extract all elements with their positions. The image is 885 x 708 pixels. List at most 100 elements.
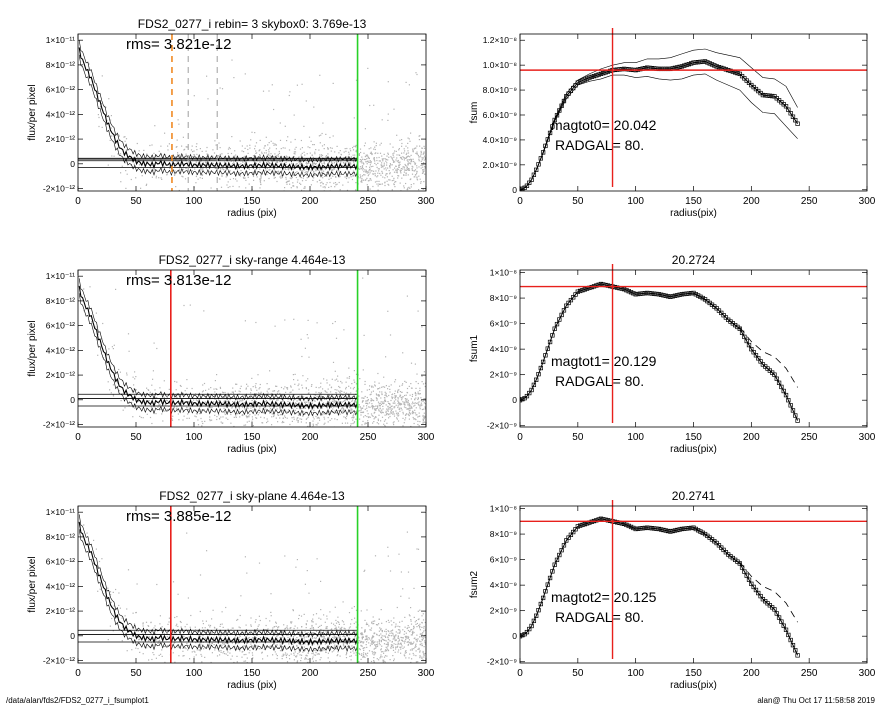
scatter-point — [297, 631, 299, 633]
scatter-point — [397, 641, 399, 643]
scatter-point — [268, 163, 270, 165]
scatter-point — [424, 157, 426, 159]
growth-curve-marker — [645, 290, 650, 296]
magnitude-annotation: magtot1= 20.129 — [551, 353, 657, 369]
scatter-point — [340, 161, 342, 163]
scatter-point — [321, 171, 323, 173]
scatter-point — [378, 423, 380, 425]
scatter-point — [378, 623, 380, 625]
scatter-point — [361, 391, 363, 393]
scatter-point — [172, 632, 174, 634]
scatter-point — [345, 393, 347, 395]
scatter-point — [333, 182, 335, 184]
scatter-point — [384, 400, 386, 402]
scatter-point — [416, 176, 418, 178]
scatter-point — [420, 155, 422, 157]
scatter-point — [418, 160, 420, 162]
scatter-point — [204, 420, 206, 422]
growth-curve-marker — [776, 380, 782, 385]
scatter-point — [221, 611, 223, 613]
scatter-point — [384, 386, 386, 388]
scatter-point — [195, 399, 197, 401]
scatter-point — [123, 136, 125, 138]
scatter-point — [256, 417, 258, 419]
error-envelope-line — [520, 48, 798, 191]
scatter-point — [242, 414, 244, 416]
scatter-point — [367, 623, 369, 625]
scatter-point — [325, 404, 327, 406]
scatter-point — [182, 136, 184, 138]
scatter-point — [302, 209, 303, 210]
scatter-point — [158, 402, 160, 405]
scatter-point — [351, 178, 354, 181]
scatter-point — [164, 158, 166, 160]
scatter-point — [333, 650, 335, 652]
scatter-point — [424, 165, 426, 167]
scatter-point — [404, 403, 406, 405]
scatter-point — [118, 390, 120, 392]
scatter-point — [363, 655, 365, 657]
growth-curve-marker — [695, 293, 701, 298]
scatter-point — [376, 658, 378, 660]
scatter-point — [205, 168, 207, 170]
scatter-point — [207, 98, 209, 100]
scatter-point — [252, 657, 254, 659]
scatter-point — [321, 154, 324, 157]
scatter-point — [191, 145, 193, 147]
scatter-point — [385, 160, 387, 162]
scatter-point — [383, 158, 385, 160]
growth-curve-marker — [795, 121, 800, 126]
scatter-point — [306, 177, 308, 179]
scatter-point — [97, 354, 99, 356]
growth-curve-marker — [580, 288, 585, 293]
scatter-point — [381, 386, 383, 388]
scatter-point — [259, 161, 261, 163]
scatter-point — [351, 400, 353, 402]
scatter-point — [280, 177, 282, 179]
scatter-point — [163, 166, 165, 168]
scatter-point — [360, 409, 362, 411]
growth-curve-marker — [767, 93, 772, 98]
scatter-point — [208, 406, 210, 408]
scatter-point — [340, 173, 342, 175]
scatter-point — [287, 180, 289, 182]
scatter-point — [312, 627, 314, 629]
scatter-point — [290, 391, 292, 393]
scatter-point — [419, 145, 421, 147]
scatter-point — [383, 635, 385, 637]
scatter-point — [292, 407, 294, 409]
scatter-point — [305, 422, 307, 424]
scatter-point — [396, 418, 398, 420]
scatter-point — [186, 623, 188, 625]
scatter-point — [382, 639, 384, 641]
scatter-point — [118, 135, 120, 137]
scatter-point — [158, 404, 160, 406]
scatter-point — [261, 422, 263, 424]
rms-annotation: rms= 3.813e-12 — [126, 272, 231, 289]
scatter-point — [259, 168, 261, 170]
scatter-point — [397, 637, 399, 639]
scatter-point — [367, 652, 369, 654]
growth-curve-marker — [788, 403, 793, 408]
scatter-point — [154, 642, 156, 644]
scatter-point — [196, 413, 198, 415]
scatter-point — [389, 407, 391, 409]
scatter-point — [385, 385, 387, 387]
scatter-point — [367, 639, 369, 641]
scatter-point — [115, 288, 117, 290]
scatter-point — [219, 87, 221, 89]
scatter-point — [305, 418, 307, 420]
scatter-point — [215, 640, 217, 643]
x-tick-label: 300 — [418, 196, 435, 207]
scatter-point — [372, 408, 374, 410]
scatter-point — [225, 169, 227, 171]
scatter-point — [199, 610, 201, 613]
scatter-point — [329, 666, 330, 667]
scatter-point — [325, 402, 327, 405]
scatter-point — [332, 636, 334, 638]
scatter-point — [233, 425, 235, 427]
scatter-point — [236, 180, 238, 182]
scatter-point — [231, 391, 233, 393]
scatter-point — [335, 412, 338, 414]
scatter-point — [330, 150, 332, 152]
